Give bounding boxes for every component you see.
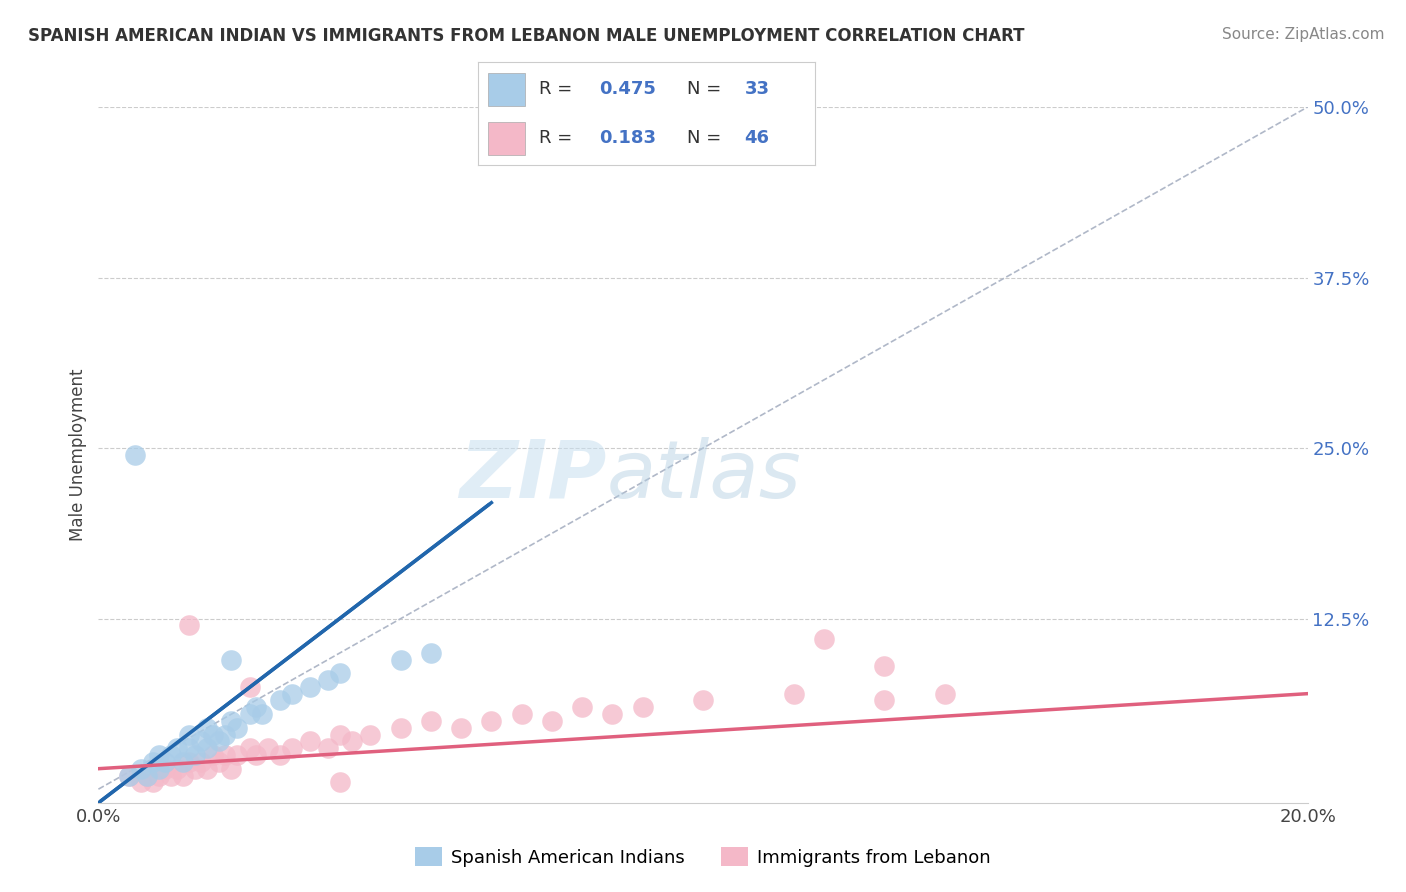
Y-axis label: Male Unemployment: Male Unemployment [69, 368, 87, 541]
Point [142, 775, 165, 789]
Text: SPANISH AMERICAN INDIAN VS IMMIGRANTS FROM LEBANON MALE UNEMPLOYMENT CORRELATION: SPANISH AMERICAN INDIAN VS IMMIGRANTS FR… [28, 27, 1025, 45]
Point [281, 741, 304, 756]
Point [184, 762, 207, 776]
Point [481, 714, 503, 728]
Point [214, 747, 236, 762]
Point [153, 762, 176, 776]
Point [571, 700, 593, 714]
Text: N =: N = [688, 129, 727, 147]
Point [420, 714, 443, 728]
Point [221, 652, 243, 666]
Point [190, 755, 212, 769]
Point [118, 768, 141, 782]
Point [129, 775, 152, 789]
Point [208, 755, 231, 769]
Point [256, 741, 278, 756]
Point [142, 755, 165, 769]
Point [172, 768, 194, 782]
Point [692, 693, 714, 707]
Legend: Spanish American Indians, Immigrants from Lebanon: Spanish American Indians, Immigrants fro… [408, 840, 998, 874]
Point [389, 652, 412, 666]
Point [316, 673, 339, 687]
Text: 0.183: 0.183 [599, 129, 657, 147]
Bar [488, 122, 526, 155]
Point [179, 741, 201, 756]
Point [269, 747, 291, 762]
Point [281, 687, 304, 701]
Point [179, 755, 201, 769]
Text: R =: R = [538, 80, 578, 98]
Point [450, 721, 472, 735]
Point [148, 762, 170, 776]
Point [148, 768, 170, 782]
Point [239, 707, 262, 722]
Point [226, 747, 249, 762]
Point [250, 707, 273, 722]
Point [239, 680, 262, 694]
Text: N =: N = [688, 80, 727, 98]
Point [195, 762, 218, 776]
Point [166, 762, 188, 776]
Point [179, 618, 201, 632]
Point [202, 747, 225, 762]
Point [221, 714, 243, 728]
Point [226, 721, 249, 735]
Point [934, 687, 956, 701]
Point [316, 741, 339, 756]
Point [269, 693, 291, 707]
Point [510, 707, 533, 722]
Bar [488, 73, 526, 105]
Point [299, 680, 322, 694]
Point [179, 728, 201, 742]
Point [299, 734, 322, 748]
Point [873, 659, 896, 673]
Point [221, 762, 243, 776]
Point [208, 734, 231, 748]
Point [783, 687, 806, 701]
Point [118, 768, 141, 782]
Point [245, 700, 267, 714]
Point [813, 632, 835, 646]
Text: 0.475: 0.475 [599, 80, 657, 98]
Text: 46: 46 [745, 129, 769, 147]
Text: ZIP: ZIP [458, 437, 606, 515]
Text: atlas: atlas [606, 437, 801, 515]
Point [602, 707, 624, 722]
Point [342, 734, 364, 748]
Point [329, 666, 352, 681]
Point [135, 768, 157, 782]
Point [360, 728, 382, 742]
Point [389, 721, 412, 735]
Point [190, 734, 212, 748]
Point [129, 762, 152, 776]
Text: R =: R = [538, 129, 578, 147]
Point [214, 728, 236, 742]
Point [420, 646, 443, 660]
Point [153, 755, 176, 769]
Point [135, 768, 157, 782]
Point [631, 700, 654, 714]
Point [329, 775, 352, 789]
Point [195, 721, 218, 735]
Point [329, 728, 352, 742]
Text: 33: 33 [745, 80, 769, 98]
Point [160, 768, 183, 782]
Point [239, 741, 262, 756]
Point [540, 714, 562, 728]
Point [166, 741, 188, 756]
Point [245, 747, 267, 762]
Point [172, 755, 194, 769]
Point [184, 747, 207, 762]
Point [124, 448, 146, 462]
Point [202, 728, 225, 742]
Point [195, 741, 218, 756]
Text: Source: ZipAtlas.com: Source: ZipAtlas.com [1222, 27, 1385, 42]
Point [160, 747, 183, 762]
Point [148, 747, 170, 762]
Point [873, 693, 896, 707]
